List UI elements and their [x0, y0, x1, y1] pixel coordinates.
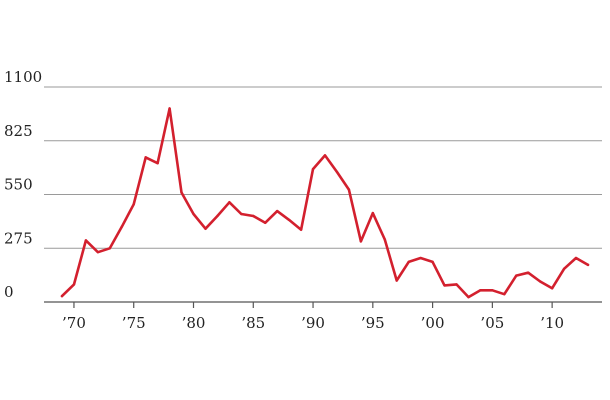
y-tick-label-275: 275 — [4, 229, 33, 247]
data-point-1988 — [287, 218, 291, 222]
data-point-1982 — [216, 214, 219, 218]
data-point-1979 — [180, 191, 183, 194]
data-point-1981 — [204, 227, 207, 230]
gridlines — [44, 86, 602, 249]
data-point-1998 — [407, 260, 410, 264]
data-point-2013 — [586, 263, 590, 267]
data-point-2012 — [574, 256, 578, 260]
data-point-1975 — [132, 203, 135, 206]
data-point-1984 — [240, 212, 243, 216]
data-point-1996 — [383, 238, 386, 241]
x-tick-label-1985: ’85 — [241, 314, 265, 332]
data-point-1985 — [252, 214, 255, 218]
data-point-2010 — [550, 287, 554, 290]
x-tick-label-1995: ’95 — [361, 314, 385, 332]
data-point-1977 — [156, 162, 159, 165]
x-tick-label-1970: ’70 — [62, 314, 86, 332]
data-point-1972 — [96, 250, 100, 254]
data-point-1983 — [228, 201, 231, 204]
data-point-2008 — [527, 271, 530, 274]
x-tick-label-1990: ’90 — [301, 314, 325, 332]
data-point-1970 — [72, 283, 76, 286]
data-point-1995 — [371, 211, 375, 215]
data-point-2004 — [479, 289, 482, 292]
data-point-1994 — [359, 240, 363, 243]
y-tick-label-1100: 1100 — [4, 68, 42, 86]
y-tick-labels: 0 275 550 825 1100 — [4, 68, 42, 301]
data-point-1971 — [84, 239, 88, 242]
data-point-1980 — [192, 212, 195, 216]
data-point-1973 — [108, 247, 112, 250]
data-point-1999 — [419, 256, 422, 260]
data-point-2009 — [538, 280, 542, 283]
y-tick-label-825: 825 — [4, 122, 33, 140]
y-tick-label-550: 550 — [4, 176, 33, 194]
data-point-1991 — [323, 154, 327, 157]
x-tick-label-2000: ’00 — [421, 314, 445, 332]
data-point-2002 — [455, 283, 458, 286]
data-point-2005 — [491, 289, 494, 292]
x-tick-label-2010: ’10 — [540, 314, 564, 332]
y-tick-label-0: 0 — [4, 283, 14, 301]
data-point-1969 — [60, 294, 64, 298]
series-layer — [60, 107, 590, 299]
data-point-1990 — [311, 167, 315, 171]
data-point-1989 — [299, 228, 303, 231]
data-point-1987 — [275, 209, 279, 213]
data-point-2000 — [431, 260, 434, 264]
data-point-2006 — [503, 292, 506, 296]
x-tick-labels: ’70 ’75 ’80 ’85 ’90 ’95 ’00 ’05 ’10 — [62, 314, 564, 332]
data-point-1978 — [168, 107, 171, 110]
series-line-0 — [60, 107, 590, 299]
data-point-2001 — [443, 284, 446, 287]
data-point-1976 — [144, 156, 147, 159]
data-point-2007 — [515, 274, 518, 277]
data-point-1993 — [347, 188, 351, 191]
data-point-2003 — [467, 295, 470, 299]
data-point-1992 — [335, 170, 339, 174]
data-point-1997 — [395, 279, 398, 282]
x-tick-label-1980: ’80 — [182, 314, 206, 332]
x-tick-label-2005: ’05 — [480, 314, 504, 332]
x-axis — [44, 301, 602, 308]
x-tick-label-1975: ’75 — [122, 314, 146, 332]
data-point-2011 — [562, 267, 566, 270]
data-point-1974 — [120, 225, 123, 228]
data-point-1986 — [264, 221, 267, 225]
